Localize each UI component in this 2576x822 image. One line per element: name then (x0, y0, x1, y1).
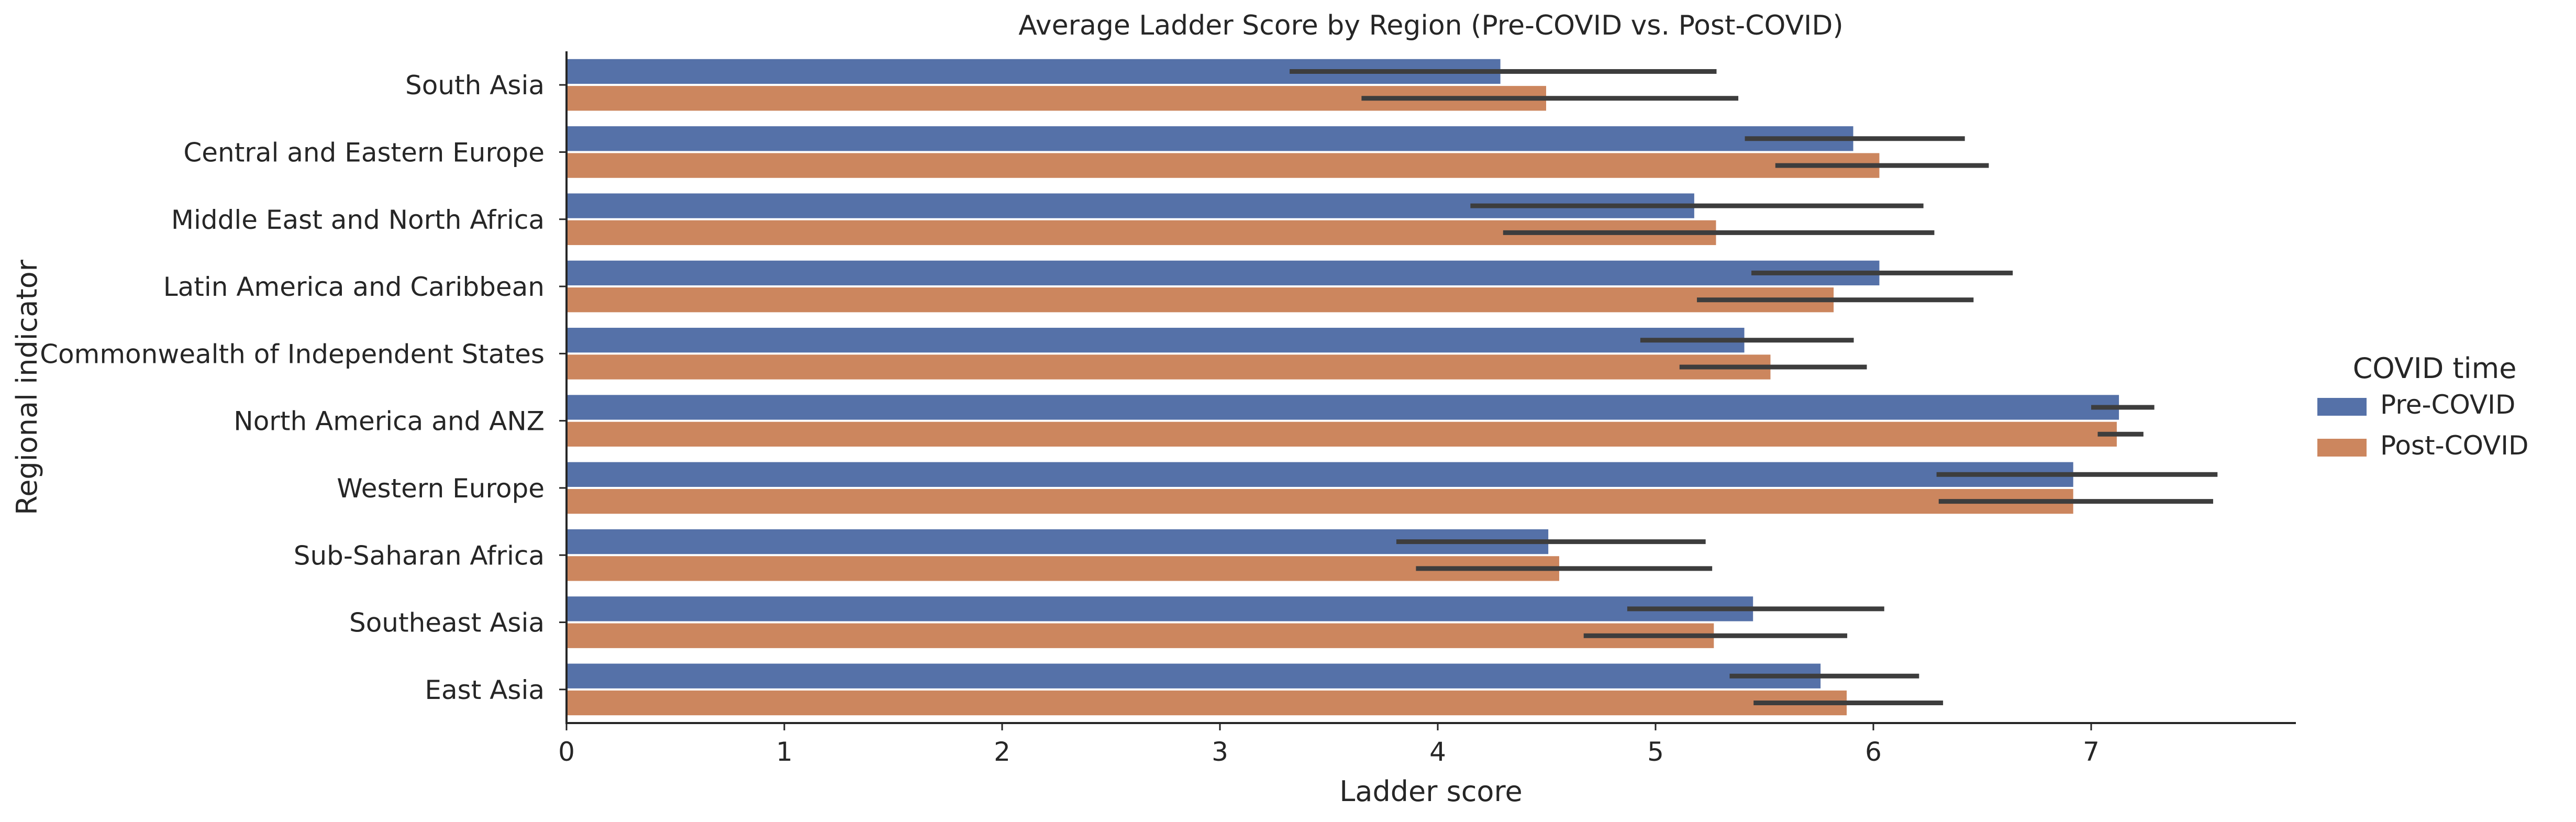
x-axis-label: Ladder score (1339, 775, 1522, 808)
bar-post-covid (566, 689, 1848, 717)
legend-label-post-covid: Post-COVID (2380, 430, 2529, 461)
y-tick-label: Latin America and Caribbean (163, 272, 545, 302)
bar-pre-covid (566, 327, 1746, 354)
x-tick-label: 0 (558, 737, 575, 767)
y-tick-label: Middle East and North Africa (171, 205, 545, 235)
x-tick-label: 4 (1429, 737, 1446, 767)
y-axis-label: Regional indicator (10, 259, 43, 515)
bar-pre-covid (566, 528, 1550, 556)
y-tick-label: Southeast Asia (349, 608, 545, 638)
bar-post-covid (566, 152, 1881, 179)
bar-post-covid (566, 420, 2118, 448)
y-tick-label: South Asia (405, 70, 545, 101)
bar-post-covid (566, 555, 1560, 582)
y-tick-label: Sub-Saharan Africa (294, 540, 545, 571)
x-tick-label: 5 (1647, 737, 1664, 767)
errorbars-layer (1290, 69, 2218, 706)
bar-pre-covid (566, 125, 1855, 152)
x-tick-label: 2 (994, 737, 1011, 767)
bar-post-covid (566, 353, 1772, 381)
x-tick-label: 1 (776, 737, 793, 767)
x-ticks: 0 1 2 3 4 5 6 7 (558, 723, 2100, 767)
bar-pre-covid (566, 259, 1881, 287)
bars-layer (566, 58, 2120, 717)
y-tick-label: Western Europe (337, 473, 545, 504)
legend: COVID time Pre-COVID Post-COVID (2317, 352, 2529, 461)
legend-items: Pre-COVID Post-COVID (2317, 390, 2529, 461)
y-tick-labels: South Asia Central and Eastern Europe Midd… (40, 70, 567, 705)
bar-pre-covid (566, 662, 1822, 690)
bar-pre-covid (566, 394, 2120, 421)
legend-swatch-pre-covid (2317, 398, 2367, 416)
chart-title: Average Ladder Score by Region (Pre-COVI… (1018, 10, 1843, 41)
y-tick-label: Central and Eastern Europe (183, 137, 545, 168)
bar-post-covid (566, 286, 1835, 314)
y-tick-label: Commonwealth of Independent States (40, 339, 545, 369)
bar-post-covid (566, 487, 2074, 515)
bar-pre-covid (566, 595, 1755, 623)
legend-title: COVID time (2353, 352, 2517, 385)
legend-swatch-post-covid (2317, 439, 2367, 457)
y-tick-label: East Asia (425, 675, 545, 705)
bar-post-covid (566, 622, 1715, 649)
legend-label-pre-covid: Pre-COVID (2380, 390, 2515, 420)
y-tick-label: North America and ANZ (234, 406, 545, 437)
x-tick-label: 7 (2083, 737, 2100, 767)
bar-pre-covid (566, 461, 2074, 488)
x-tick-label: 3 (1212, 737, 1228, 767)
x-tick-label: 6 (1865, 737, 1882, 767)
